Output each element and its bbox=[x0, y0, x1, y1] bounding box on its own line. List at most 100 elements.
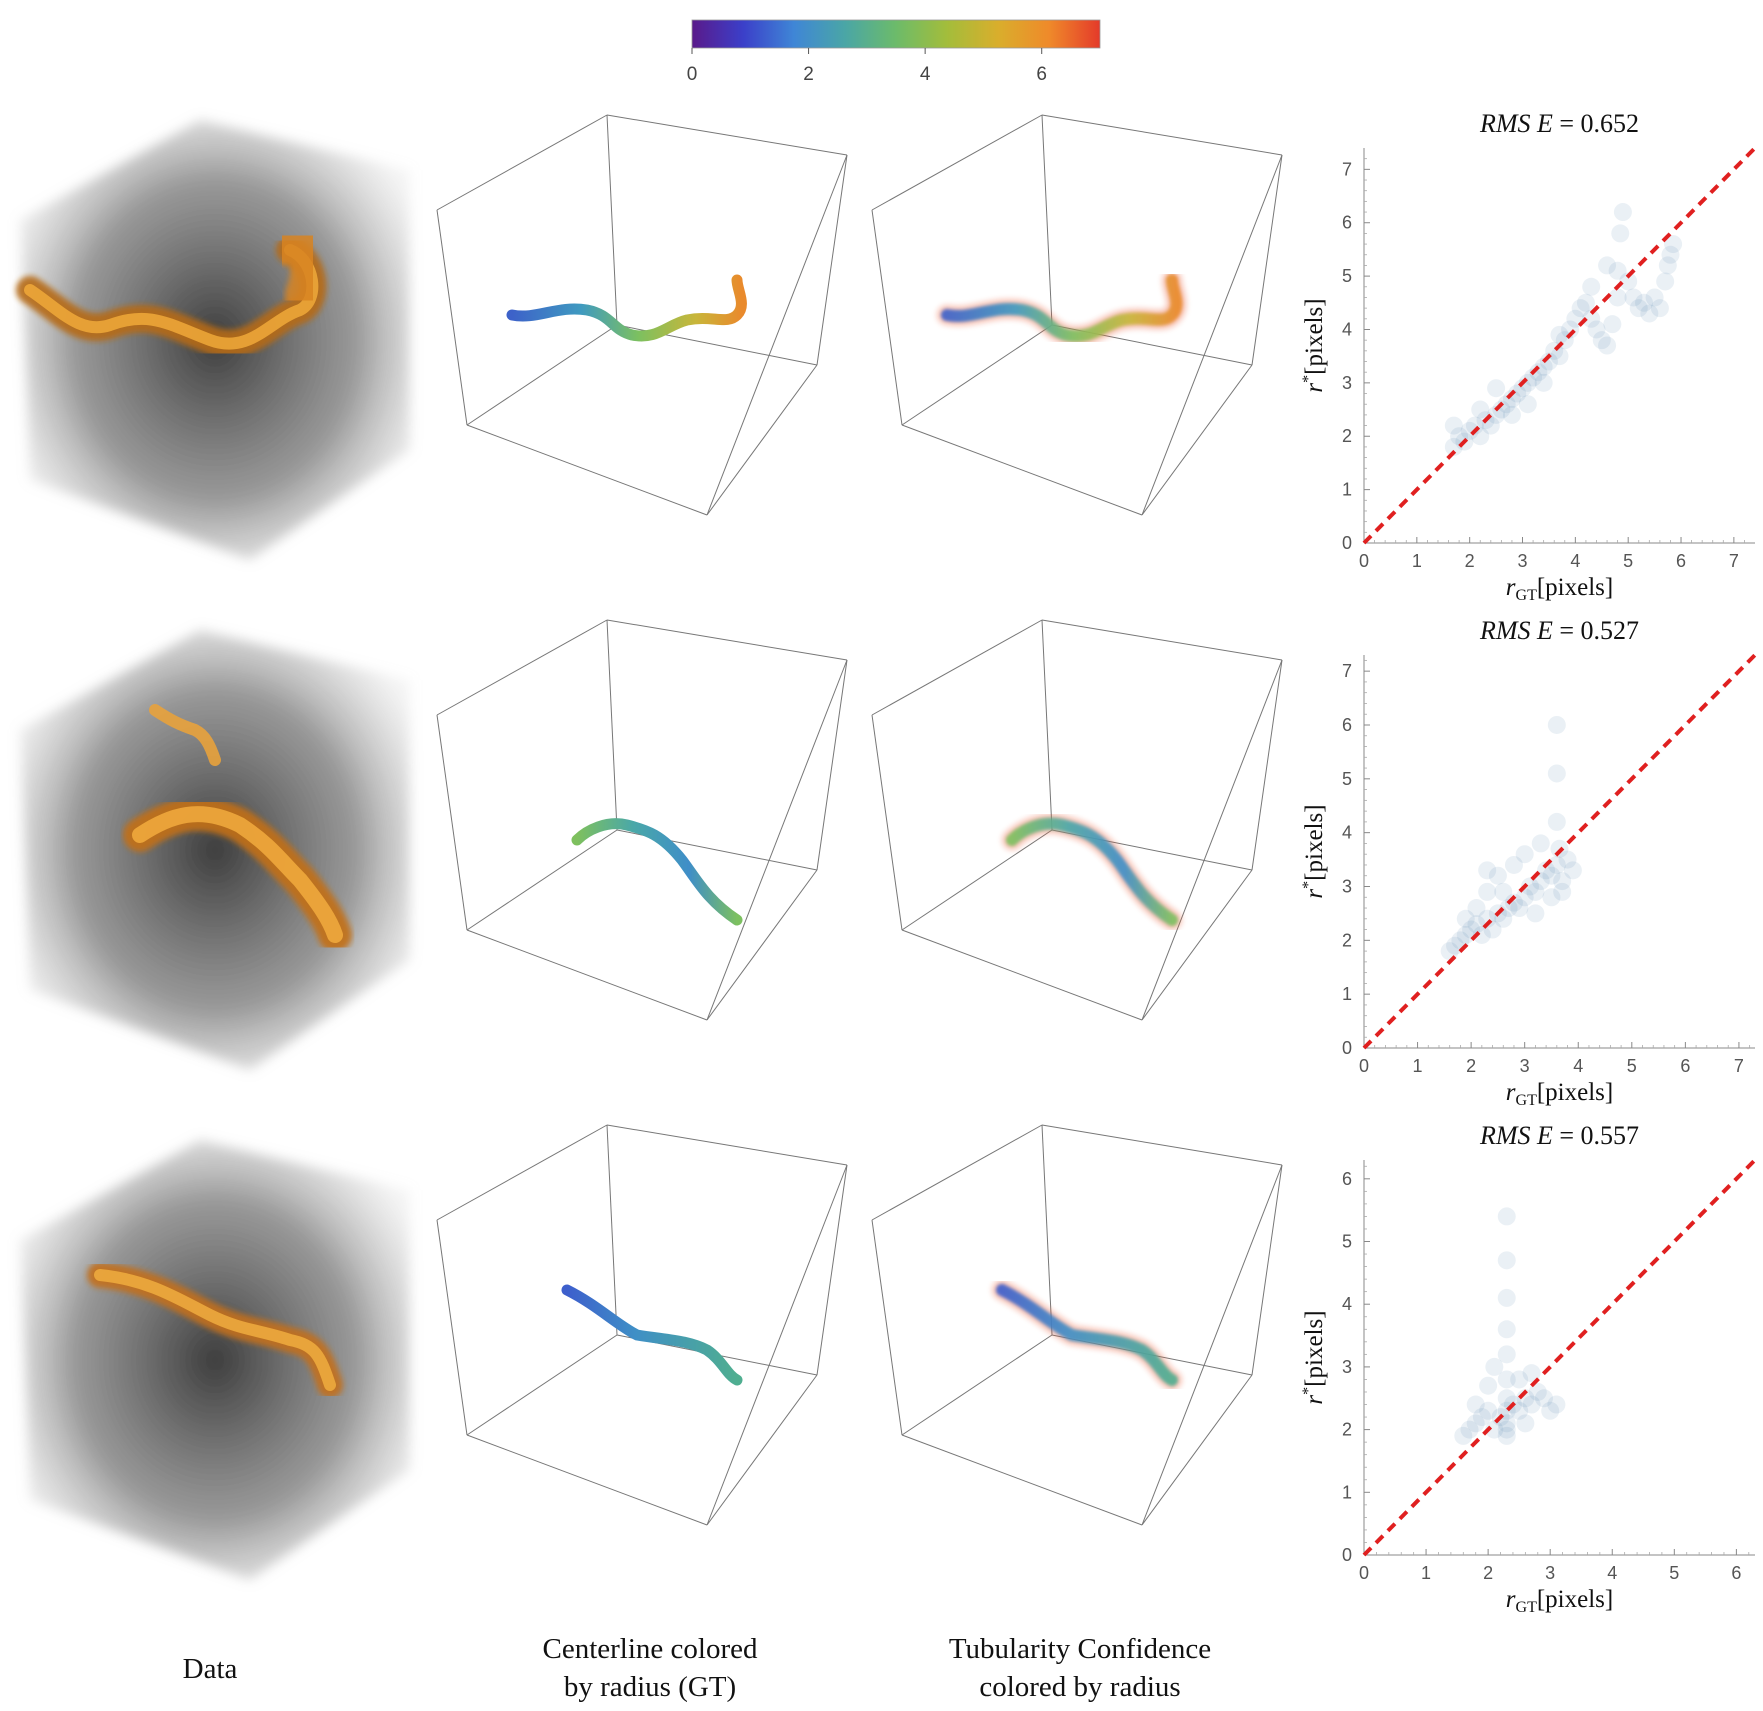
caption-tubularity-line1: Tubularity Confidence bbox=[948, 1633, 1212, 1665]
scatter-point bbox=[1497, 1345, 1516, 1364]
y-tick-label: 3 bbox=[1342, 1357, 1352, 1377]
tube-path bbox=[941, 274, 1183, 342]
scatter-point bbox=[1635, 293, 1654, 312]
scatter-point bbox=[1502, 405, 1521, 424]
scatter-point bbox=[1497, 1370, 1516, 1389]
scatter-point bbox=[1528, 1382, 1547, 1401]
scatter-point bbox=[1547, 855, 1566, 874]
scatter-point bbox=[1487, 379, 1506, 398]
scatter-point bbox=[1592, 331, 1611, 350]
scatter-point bbox=[1558, 850, 1577, 869]
x-tick-label: 3 bbox=[1520, 1056, 1530, 1076]
scatter-point bbox=[1522, 1364, 1541, 1383]
scatter-point bbox=[1608, 288, 1627, 307]
x-tick-label: 0 bbox=[1359, 1563, 1369, 1583]
caption-centerline-line1: Centerline colored bbox=[542, 1633, 758, 1665]
scatter-point bbox=[1478, 909, 1497, 928]
scatter-points bbox=[1444, 203, 1683, 456]
x-tick-label: 5 bbox=[1627, 1056, 1637, 1076]
scatter-point bbox=[1661, 245, 1680, 264]
scatter-point bbox=[1529, 363, 1548, 382]
y-tick-label: 7 bbox=[1342, 661, 1352, 681]
scatter-point bbox=[1598, 256, 1617, 275]
scatter-point bbox=[1497, 1251, 1516, 1270]
colorbar-tick-label: 6 bbox=[1036, 64, 1047, 85]
data-volume-row-1 bbox=[16, 120, 410, 560]
scatter-point bbox=[1460, 1420, 1479, 1439]
scatter-point bbox=[1513, 379, 1532, 398]
scatter-point bbox=[1561, 320, 1580, 339]
y-tick-label: 2 bbox=[1342, 930, 1352, 950]
scatter-title: RMS E = 0.527 bbox=[1479, 616, 1639, 645]
y-tick-label: 3 bbox=[1342, 373, 1352, 393]
scatter-point bbox=[1497, 1414, 1516, 1433]
scatter-plot-1: RMS E = 0.652 0 1 2 3 4 5 6 7 0 1 2 3 4 5 6 7 rGT[pixels]… bbox=[1300, 109, 1757, 604]
scatter-point bbox=[1518, 373, 1537, 392]
x-tick-label: 1 bbox=[1412, 551, 1422, 571]
scatter-point bbox=[1547, 715, 1566, 734]
x-tick-label: 3 bbox=[1545, 1563, 1555, 1583]
scatter-point bbox=[1497, 1288, 1516, 1307]
scatter-point bbox=[1466, 1395, 1485, 1414]
scatter-point bbox=[1582, 277, 1601, 296]
y-tick-label: 3 bbox=[1342, 876, 1352, 896]
x-tick-label: 0 bbox=[1359, 1056, 1369, 1076]
scatter-point bbox=[1598, 336, 1617, 355]
x-tick-label: 2 bbox=[1483, 1563, 1493, 1583]
scatter-point bbox=[1488, 866, 1507, 885]
scatter-point bbox=[1547, 1395, 1566, 1414]
scatter-point bbox=[1456, 909, 1475, 928]
scatter-point bbox=[1640, 304, 1659, 323]
scatter-point bbox=[1456, 925, 1475, 944]
x-tick-label: 6 bbox=[1680, 1056, 1690, 1076]
y-tick-label: 5 bbox=[1342, 266, 1352, 286]
y-tick-label: 4 bbox=[1342, 1294, 1352, 1314]
y-tick-label: 6 bbox=[1342, 1169, 1352, 1189]
y-tick-label: 5 bbox=[1342, 1232, 1352, 1252]
cube-r1-tubularity bbox=[871, 114, 1283, 516]
colorbar-tick-label: 0 bbox=[687, 64, 698, 85]
scatter-point bbox=[1497, 1389, 1516, 1408]
scatter-point bbox=[1531, 834, 1550, 853]
y-tick-label: 2 bbox=[1342, 426, 1352, 446]
scatter-point bbox=[1485, 1357, 1504, 1376]
scatter-point bbox=[1510, 1401, 1529, 1420]
y-tick-label: 2 bbox=[1342, 1420, 1352, 1440]
y-tick-label: 6 bbox=[1342, 715, 1352, 735]
scatter-point bbox=[1478, 861, 1497, 880]
scatter-point bbox=[1510, 899, 1529, 918]
scatter-point bbox=[1587, 320, 1606, 339]
scatter-point bbox=[1516, 1414, 1535, 1433]
scatter-point bbox=[1494, 882, 1513, 901]
scatter-point bbox=[1550, 347, 1569, 366]
scatter-point bbox=[1497, 1420, 1516, 1439]
caption-data-line1: Data bbox=[182, 1653, 238, 1685]
scatter-point bbox=[1478, 882, 1497, 901]
scatter-point bbox=[1619, 272, 1638, 291]
scatter-point bbox=[1497, 1320, 1516, 1339]
scatter-point bbox=[1444, 416, 1463, 435]
cube-r3-centerline bbox=[436, 1124, 848, 1526]
y-tick-label: 1 bbox=[1342, 984, 1352, 1004]
scatter-point bbox=[1522, 1395, 1541, 1414]
scatter-plots: RMS E = 0.652 0 1 2 3 4 5 6 7 0 1 2 3 4 5 6 7 rGT[pixels]… bbox=[1300, 109, 1757, 1616]
x-tick-label: 6 bbox=[1676, 551, 1686, 571]
x-tick-label: 2 bbox=[1466, 1056, 1476, 1076]
x-tick-label: 4 bbox=[1573, 1056, 1583, 1076]
scatter-point bbox=[1608, 261, 1627, 280]
scatter-point bbox=[1472, 1408, 1491, 1427]
tube-path bbox=[561, 1284, 743, 1386]
scatter-point bbox=[1485, 1420, 1504, 1439]
scatter-title: RMS E = 0.557 bbox=[1479, 1121, 1639, 1150]
scatter-point bbox=[1571, 299, 1590, 318]
y-axis-label: r*[pixels] bbox=[1300, 1310, 1328, 1404]
x-tick-label: 2 bbox=[1465, 551, 1475, 571]
scatter-point bbox=[1510, 1370, 1529, 1389]
scatter-point bbox=[1497, 395, 1516, 414]
scatter-point bbox=[1541, 1401, 1560, 1420]
scatter-point bbox=[1664, 235, 1683, 254]
scatter-point bbox=[1444, 437, 1463, 456]
scatter-point bbox=[1645, 288, 1664, 307]
caption-tubularity: Tubularity Confidence colored by radius bbox=[900, 1630, 1260, 1706]
